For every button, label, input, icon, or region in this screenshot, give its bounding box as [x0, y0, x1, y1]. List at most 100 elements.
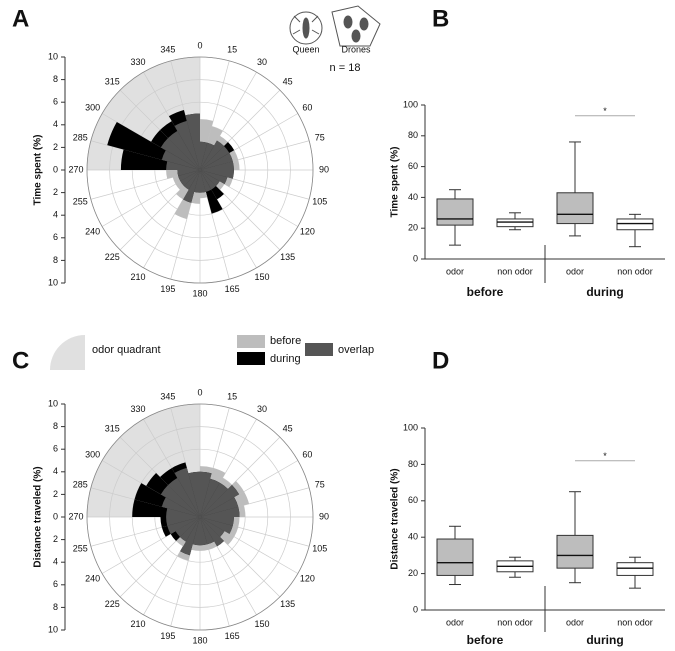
angle-label: 285	[73, 132, 88, 142]
y-tick-label: 80	[408, 459, 418, 469]
angle-label: 120	[300, 573, 315, 583]
y-tick-label: 100	[403, 99, 418, 109]
y-tick-label: 0	[413, 253, 418, 263]
angle-label: 210	[130, 619, 145, 629]
panel-letter: D	[432, 347, 449, 374]
overlap-bar	[200, 170, 206, 193]
group-label: before	[467, 633, 504, 647]
r-tick-label: 8	[53, 255, 58, 265]
overlap-bar	[184, 170, 200, 190]
angle-label: 60	[302, 449, 312, 459]
x-tick-label: odor	[566, 266, 584, 276]
angle-label: 45	[283, 77, 293, 87]
angle-label: 330	[130, 57, 145, 67]
drone	[351, 29, 361, 43]
box	[436, 198, 474, 226]
angle-label: 180	[192, 288, 207, 298]
overlap-bar	[168, 130, 200, 170]
angle-label: 255	[73, 196, 88, 206]
angle-label: 270	[68, 164, 83, 174]
angle-label: 240	[85, 573, 100, 583]
r-tick-label: 0	[53, 511, 58, 521]
y-tick-label: 40	[408, 532, 418, 542]
overlap-bar	[168, 477, 200, 517]
legend-swatch	[50, 335, 85, 370]
overlap-bar	[174, 120, 200, 170]
overlap-bar	[200, 517, 224, 547]
legend-swatch	[237, 352, 265, 365]
angle-label: 135	[280, 599, 295, 609]
angle-label: 75	[315, 132, 325, 142]
overlap-bar	[200, 140, 224, 170]
overlap-bar	[200, 170, 220, 186]
angle-label: 300	[85, 449, 100, 459]
y-axis-title: Time spent (%)	[390, 147, 401, 218]
angle-label: 90	[319, 511, 329, 521]
r-tick-label: 6	[53, 444, 58, 454]
r-tick-label: 0	[53, 164, 58, 174]
r-tick-label: 10	[48, 624, 58, 634]
r-tick-label: 8	[53, 74, 58, 84]
angle-label: 60	[302, 102, 312, 112]
y-tick-label: 40	[408, 192, 418, 202]
r-tick-label: 4	[53, 119, 58, 129]
angle-label: 270	[68, 511, 83, 521]
r-axis-title: Time spent (%)	[33, 135, 44, 206]
angle-label: 315	[105, 77, 120, 87]
overlap-bar	[200, 170, 234, 179]
overlap-bar	[174, 467, 200, 517]
drones-box	[331, 5, 381, 47]
angle-label: 300	[85, 102, 100, 112]
x-tick-label: non odor	[497, 617, 533, 627]
angle-label: 15	[227, 392, 237, 402]
angle-label: 225	[105, 252, 120, 262]
y-tick-label: 0	[413, 604, 418, 614]
panel-letter: B	[432, 5, 449, 32]
x-tick-label: odor	[446, 266, 464, 276]
overlap-bar	[166, 161, 200, 170]
overlap-bar	[161, 150, 200, 170]
angle-label: 225	[105, 599, 120, 609]
overlap-bar	[161, 497, 200, 517]
legend-label: during	[270, 353, 301, 365]
overlap-bar	[200, 170, 212, 192]
r-axis-title: Distance traveled (%)	[33, 466, 44, 567]
angle-label: 165	[225, 631, 240, 641]
drone	[359, 17, 369, 31]
box	[436, 538, 474, 576]
group-label: during	[586, 285, 623, 299]
r-tick-label: 10	[48, 51, 58, 61]
y-axis-title: Distance traveled (%)	[390, 468, 401, 569]
overlap-bar	[192, 517, 200, 546]
insect-icon	[289, 5, 381, 47]
overlap-bar	[200, 141, 208, 170]
overlap-bar	[200, 170, 228, 185]
overlap-bar	[200, 142, 215, 170]
spoke	[199, 516, 281, 598]
annotation: Drones	[341, 44, 371, 54]
overlap-bar	[194, 170, 200, 193]
overlap-bar	[200, 517, 225, 537]
box	[556, 192, 594, 225]
r-tick-label: 2	[53, 489, 58, 499]
angle-label: 315	[105, 424, 120, 434]
y-tick-label: 20	[408, 223, 418, 233]
r-tick-label: 4	[53, 557, 58, 567]
box	[496, 218, 534, 228]
queen-legs	[292, 15, 320, 35]
overlap-bar	[160, 485, 200, 517]
overlap-bar	[183, 170, 200, 203]
queen-body	[302, 17, 310, 39]
panel-letter: A	[12, 5, 29, 32]
angle-label: 195	[160, 284, 175, 294]
significance-label: *	[603, 451, 607, 461]
overlap-bar	[200, 482, 228, 517]
overlap-bar	[188, 471, 200, 517]
r-tick-label: 4	[53, 210, 58, 220]
annotation: Queen	[292, 44, 319, 54]
group-label: during	[586, 633, 623, 647]
overlap-bar	[177, 170, 200, 176]
box	[616, 562, 654, 576]
legend-label: before	[270, 335, 301, 347]
